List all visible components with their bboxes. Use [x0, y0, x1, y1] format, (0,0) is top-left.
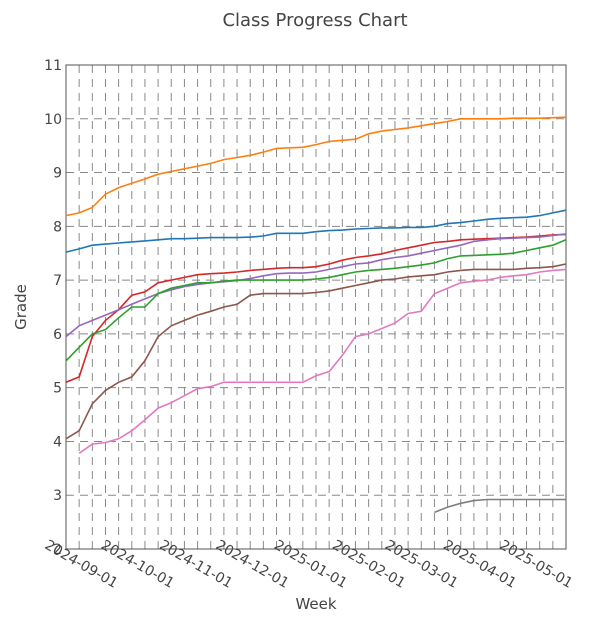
series-line-1 — [65, 116, 567, 217]
x-axis-label: Week — [295, 595, 336, 613]
y-tick-label: 3 — [53, 488, 62, 504]
y-tick-label: 10 — [44, 112, 62, 128]
y-tick-label: 4 — [53, 434, 62, 450]
y-tick-label: 6 — [53, 327, 62, 343]
y-tick-label: 11 — [44, 58, 62, 74]
series-line-3 — [65, 233, 567, 384]
x-tick-labels: 2024-09-012024-10-012024-11-012024-12-01… — [42, 537, 575, 592]
chart-title: Class Progress Chart — [222, 10, 407, 31]
plot-area-frame — [65, 64, 567, 550]
y-tick-labels: 2 3 4 5 6 7 8 9 10 11 — [44, 58, 62, 558]
y-tick-label: 2 — [53, 542, 62, 558]
series-line-8 — [434, 498, 566, 514]
y-tick-label: 8 — [53, 219, 62, 235]
y-tick-label: 5 — [53, 381, 62, 397]
series-line-5 — [65, 239, 567, 362]
y-tick-label: 9 — [53, 166, 62, 182]
series-line-6 — [65, 263, 567, 440]
y-tick-label: 7 — [53, 273, 62, 289]
series-line-2 — [65, 209, 567, 253]
series-line-4 — [65, 233, 567, 338]
y-axis-label: Grade — [12, 284, 30, 330]
series-lines — [65, 116, 567, 514]
series-line-7 — [78, 268, 567, 454]
